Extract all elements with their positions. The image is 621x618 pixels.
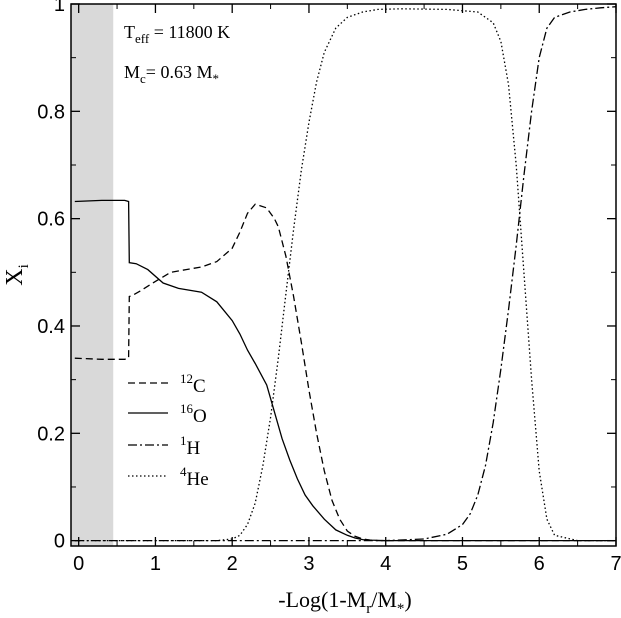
x-tick-label: 0 (73, 553, 84, 575)
legend-label-16o: 16O (180, 401, 207, 427)
shaded-region-layer (71, 4, 114, 546)
y-tick-label: 0.4 (37, 316, 65, 338)
x-tick-label: 7 (610, 553, 621, 575)
annotation-teff: Teff = 11800 K (124, 22, 230, 46)
y-tick-label: 0.6 (37, 209, 65, 231)
legend-label-4he: 4He (180, 464, 209, 490)
y-tick-label: 1 (54, 0, 65, 16)
series-line-16o (74, 199, 616, 542)
x-tick-label: 6 (534, 553, 545, 575)
series-layer (74, 6, 617, 542)
series-line-1h (74, 6, 617, 542)
y-tick-label: 0.2 (37, 423, 65, 445)
plot-frame (70, 3, 617, 547)
y-tick-label: 0.8 (37, 101, 65, 123)
x-axis-label: -Log(1-Mr/M*) (278, 587, 412, 617)
shaded-region (71, 4, 114, 546)
legend-label-1h: 1H (180, 433, 201, 459)
series-line-12c (74, 203, 616, 542)
x-tick-label: 5 (457, 553, 468, 575)
x-tick-label: 2 (227, 553, 238, 575)
annotation-core-mass: Mc= 0.63 M* (124, 62, 219, 86)
legend: 12C 16O 1H 4He (128, 371, 209, 490)
x-tick-label: 4 (380, 553, 391, 575)
y-tick-label: 0 (54, 531, 65, 553)
y-axis-label: Xi (2, 264, 32, 286)
series-line-4he (74, 8, 616, 542)
x-tick-label: 3 (303, 553, 314, 575)
tick-layer: 0 1 2 3 4 5 6 7 0 0.2 0.4 0.6 0.8 1 (37, 0, 621, 575)
legend-label-12c: 12C (180, 371, 206, 397)
x-tick-label: 1 (150, 553, 161, 575)
